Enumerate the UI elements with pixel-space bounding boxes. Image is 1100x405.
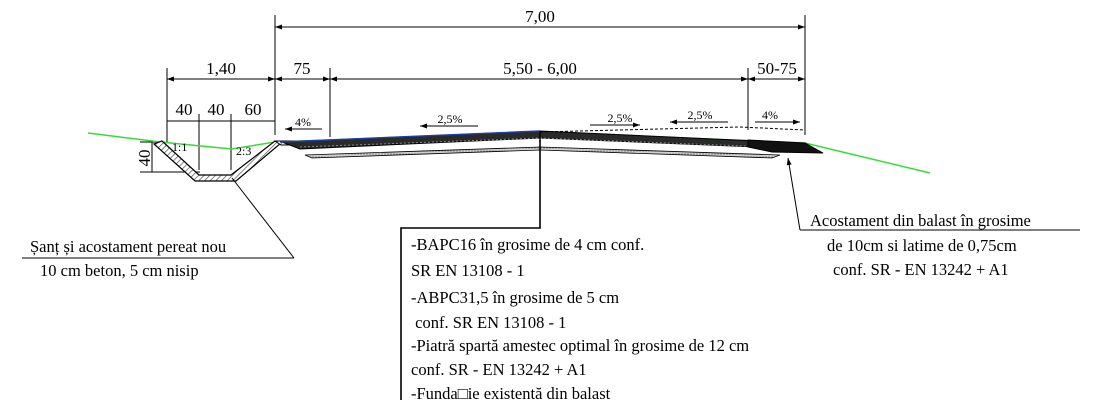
structure-line-3: -ABPC31,5 în grosime de 5 cm (411, 288, 619, 307)
structure-line-2: SR EN 13108 - 1 (411, 261, 525, 280)
structure-line-6: conf. SR - EN 13242 + A1 (411, 360, 587, 379)
pavement-structure (279, 126, 824, 159)
slope-labels: 4% 2,5% 2,5% 2,5% 4% (295, 108, 778, 129)
shoulder-note-line2: de 10cm si latime de 0,75cm (827, 236, 1017, 255)
shoulder-note-line1: Acostament din balast în grosime (810, 211, 1031, 230)
dim-ditch-seg-2: 40 (208, 100, 225, 119)
ditch-slope-labels: 1:1 2:3 (172, 140, 251, 158)
structure-line-5: -Piatră spartă amestec optimal în grosim… (411, 336, 749, 355)
slope-arrows (285, 119, 800, 132)
structure-line-4: conf. SR EN 13108 - 1 (411, 313, 566, 332)
dim-ditch-width: 1,40 (206, 59, 236, 78)
structure-note: -BAPC16 în grosime de 4 cm conf. SR EN 1… (411, 235, 749, 403)
slope-carriageway-right-outer: 2,5% (688, 108, 713, 122)
shoulder-note: Acostament din balast în grosime de 10cm… (810, 211, 1031, 279)
slope-carriageway-left: 2,5% (438, 112, 463, 126)
ditch-note-line1: Șanț și acostament pereat nou (30, 237, 226, 256)
dim-ditch-seg-1: 40 (176, 100, 193, 119)
dim-ditch-seg-3: 60 (245, 100, 262, 119)
dim-total-width: 7,00 (525, 7, 555, 26)
shoulder-note-line3: conf. SR - EN 13242 + A1 (833, 260, 1009, 279)
leader-lines (22, 140, 1080, 400)
structure-line-7: -Funda□ie existentă din balast (411, 384, 611, 403)
structure-line-1: -BAPC16 în grosime de 4 cm conf. (411, 235, 644, 254)
dim-ditch-depth: 40 (135, 150, 154, 167)
ditch-note-line2: 10 cm beton, 5 cm nisip (40, 261, 199, 280)
dim-carriageway: 5,50 - 6,00 (503, 59, 577, 78)
dim-shoulder-left: 75 (294, 59, 311, 78)
dimension-labels: 7,00 1,40 75 5,50 - 6,00 50-75 40 40 60 … (135, 7, 797, 167)
slope-shoulder-left: 4% (295, 115, 311, 129)
slope-ditch-right: 2:3 (236, 144, 251, 158)
ditch-note: Șanț și acostament pereat nou 10 cm beto… (30, 237, 226, 280)
slope-shoulder-right: 4% (762, 108, 778, 122)
slope-ditch-left: 1:1 (172, 140, 187, 154)
dim-shoulder-right: 50-75 (757, 59, 797, 78)
slope-carriageway-right: 2,5% (608, 111, 633, 125)
